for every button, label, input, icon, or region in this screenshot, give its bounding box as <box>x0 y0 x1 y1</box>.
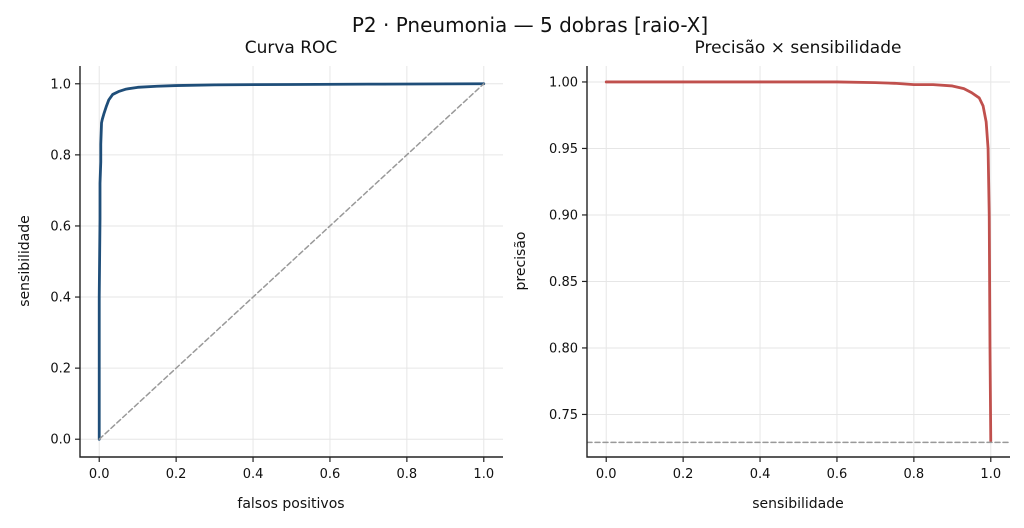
pr-curve <box>604 80 993 443</box>
pr-xtick-label: 0.4 <box>750 467 771 482</box>
roc-ytick-label: 0.2 <box>50 362 71 377</box>
roc-axes: 0.0 0.2 0.4 0.6 0.8 1.0 0.0 0.2 0.4 0.6 0.8 1.0 <box>50 66 503 482</box>
pr-xtick-label: 0.0 <box>596 467 617 482</box>
pr-xtick-label: 1.0 <box>980 467 1001 482</box>
roc-ylabel: sensibilidade <box>17 215 33 307</box>
pr-title: Precisão × sensibilidade <box>695 38 902 58</box>
pr-xtick-label: 0.8 <box>904 467 925 482</box>
pr-axes: 0.0 0.2 0.4 0.6 0.8 1.0 0.75 0.80 0.85 0.90 0.95 1.… <box>549 66 1010 482</box>
pr-xlabel: sensibilidade <box>752 496 844 512</box>
roc-spines <box>79 66 503 458</box>
roc-ytick-label: 0.4 <box>50 291 71 306</box>
pr-ytick-label: 0.85 <box>549 275 578 290</box>
pr-panel: Precisão × sensibilidade 0.0 0.2 0.4 0.6 0.8… <box>513 38 1010 512</box>
pr-ytick-label: 1.00 <box>549 75 578 90</box>
roc-xtick-label: 0.8 <box>397 467 418 482</box>
roc-title: Curva ROC <box>245 38 338 58</box>
pr-lines <box>587 80 1010 444</box>
pr-ylabel: precisão <box>513 232 529 291</box>
roc-ytick-label: 0.8 <box>50 148 71 163</box>
pr-xtick-label: 0.2 <box>673 467 694 482</box>
figure-suptitle: P2 · Pneumonia — 5 dobras [raio-X] <box>352 13 708 37</box>
roc-lines <box>97 82 486 441</box>
roc-xtick-label: 0.2 <box>166 467 187 482</box>
roc-reference-line <box>98 83 485 440</box>
roc-xtick-label: 1.0 <box>473 467 494 482</box>
pr-ytick-label: 0.75 <box>549 408 578 423</box>
pr-ytick-label: 0.80 <box>549 341 578 356</box>
roc-xtick-label: 0.6 <box>320 467 341 482</box>
roc-ytick-label: 1.0 <box>50 77 71 92</box>
roc-ytick-label: 0.0 <box>50 433 71 448</box>
pr-ytick-label: 0.95 <box>549 142 578 157</box>
pr-grid <box>587 66 1010 457</box>
roc-ytick-label: 0.6 <box>50 219 71 234</box>
roc-xlabel: falsos positivos <box>237 496 344 512</box>
roc-curve <box>97 82 486 441</box>
pr-ytick-label: 0.90 <box>549 208 578 223</box>
roc-panel: Curva ROC 0.0 0.2 0.4 0.6 0.8 1.0 0.0 0.2 0.4 0.6… <box>17 38 503 512</box>
pr-spines <box>586 66 1010 458</box>
roc-xtick-label: 0.0 <box>89 467 110 482</box>
roc-grid <box>80 66 503 457</box>
pr-xtick-label: 0.6 <box>827 467 848 482</box>
roc-xtick-label: 0.4 <box>243 467 264 482</box>
